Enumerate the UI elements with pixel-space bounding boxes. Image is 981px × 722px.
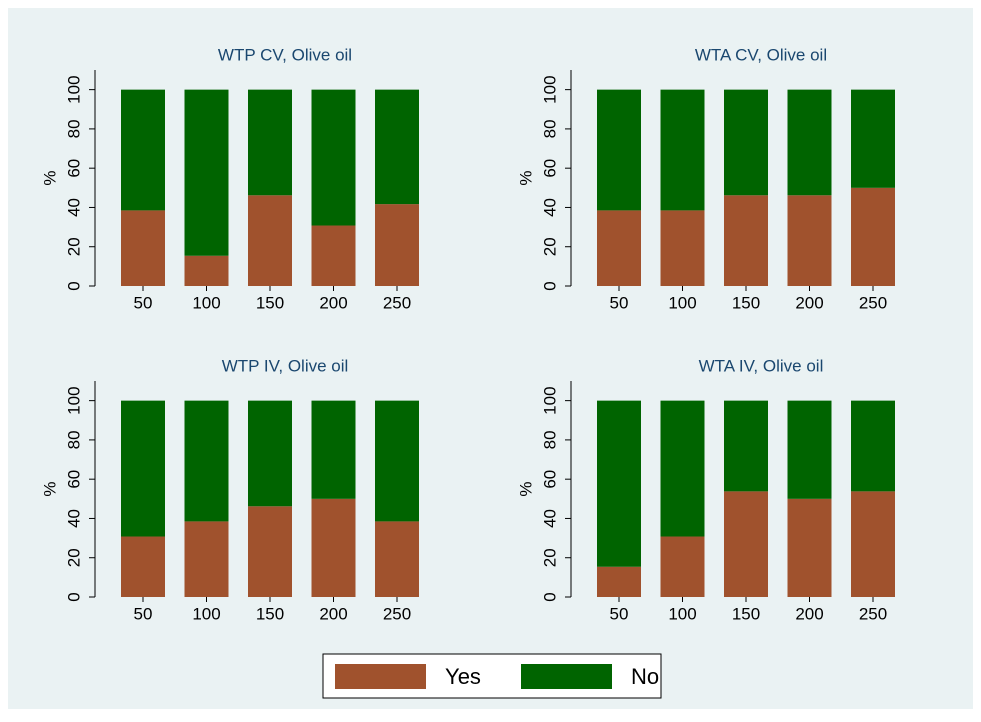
x-tick-label: 100: [668, 293, 696, 312]
bar-segment: [660, 536, 705, 597]
y-tick-label: 100: [540, 386, 559, 414]
bar-segment: [597, 566, 641, 597]
bar-segment: [184, 521, 229, 597]
y-tick-label: 40: [64, 198, 83, 217]
legend-label: No: [631, 664, 659, 689]
y-tick-label: 80: [540, 119, 559, 138]
y-tick-label: 40: [540, 509, 559, 528]
legend-swatch: [521, 664, 612, 689]
y-axis-label: %: [516, 170, 535, 185]
y-tick-label: 20: [64, 548, 83, 567]
y-tick-label: 0: [64, 592, 83, 601]
x-tick-label: 100: [192, 293, 220, 312]
bar-segment: [248, 400, 292, 507]
bar-segment: [724, 195, 768, 286]
bar-segment: [311, 225, 356, 286]
bar-segment: [787, 89, 832, 196]
bar-segment: [851, 491, 895, 597]
bar-segment: [121, 210, 165, 286]
bar-segment: [121, 89, 165, 211]
x-tick-label: 250: [383, 604, 411, 623]
y-tick-label: 80: [64, 119, 83, 138]
bar-segment: [724, 89, 768, 196]
bar-segment: [851, 89, 895, 188]
bar-segment: [851, 400, 895, 492]
panel-title: WTA IV, Olive oil: [699, 356, 824, 375]
x-tick-label: 150: [256, 293, 284, 312]
y-tick-label: 80: [540, 430, 559, 449]
x-tick-label: 100: [192, 604, 220, 623]
y-tick-label: 20: [540, 237, 559, 256]
bar-segment: [311, 89, 356, 226]
bar-segment: [375, 400, 419, 522]
bar-segment: [851, 187, 895, 286]
bar-segment: [660, 210, 705, 286]
bar-segment: [184, 400, 229, 522]
x-tick-label: 250: [859, 604, 887, 623]
x-tick-label: 50: [610, 293, 629, 312]
x-tick-label: 250: [859, 293, 887, 312]
y-axis-label: %: [40, 170, 59, 185]
x-tick-label: 50: [610, 604, 629, 623]
bar-segment: [597, 400, 641, 567]
x-tick-label: 200: [795, 604, 823, 623]
x-tick-label: 150: [732, 293, 760, 312]
y-tick-label: 100: [64, 386, 83, 414]
bar-segment: [121, 536, 165, 597]
x-tick-label: 200: [795, 293, 823, 312]
x-tick-label: 150: [732, 604, 760, 623]
bar-segment: [724, 400, 768, 492]
bar-segment: [121, 400, 165, 537]
y-tick-label: 60: [64, 159, 83, 178]
bar-segment: [311, 400, 356, 499]
x-tick-label: 250: [383, 293, 411, 312]
x-tick-label: 150: [256, 604, 284, 623]
y-tick-label: 100: [540, 75, 559, 103]
y-tick-label: 60: [540, 470, 559, 489]
bar-segment: [375, 89, 419, 205]
legend-swatch: [335, 664, 426, 689]
y-tick-label: 0: [540, 281, 559, 290]
bar-segment: [660, 89, 705, 211]
legend-label: Yes: [445, 664, 481, 689]
bar-segment: [375, 521, 419, 597]
bar-segment: [787, 195, 832, 286]
panel-title: WTP CV, Olive oil: [218, 45, 352, 64]
bar-segment: [787, 400, 832, 499]
y-axis-label: %: [40, 481, 59, 496]
bar-segment: [597, 89, 641, 211]
x-tick-label: 200: [319, 604, 347, 623]
y-tick-label: 80: [64, 430, 83, 449]
y-tick-label: 40: [64, 509, 83, 528]
y-tick-label: 20: [540, 548, 559, 567]
bar-segment: [597, 210, 641, 286]
x-tick-label: 50: [134, 604, 153, 623]
y-tick-label: 60: [540, 159, 559, 178]
y-tick-label: 100: [64, 75, 83, 103]
bar-segment: [724, 491, 768, 597]
bar-segment: [184, 255, 229, 286]
bar-segment: [248, 195, 292, 286]
y-tick-label: 40: [540, 198, 559, 217]
panel-title: WTP IV, Olive oil: [222, 356, 349, 375]
x-tick-label: 200: [319, 293, 347, 312]
y-tick-label: 0: [540, 592, 559, 601]
bar-segment: [660, 400, 705, 537]
bar-segment: [184, 89, 229, 256]
panel-title: WTA CV, Olive oil: [695, 45, 827, 64]
bar-segment: [248, 89, 292, 196]
y-tick-label: 20: [64, 237, 83, 256]
x-tick-label: 100: [668, 604, 696, 623]
y-tick-label: 60: [64, 470, 83, 489]
x-tick-label: 50: [134, 293, 153, 312]
y-tick-label: 0: [64, 281, 83, 290]
bar-segment: [787, 498, 832, 597]
bar-segment: [248, 506, 292, 597]
y-axis-label: %: [516, 481, 535, 496]
bar-segment: [311, 498, 356, 597]
bar-segment: [375, 204, 419, 286]
